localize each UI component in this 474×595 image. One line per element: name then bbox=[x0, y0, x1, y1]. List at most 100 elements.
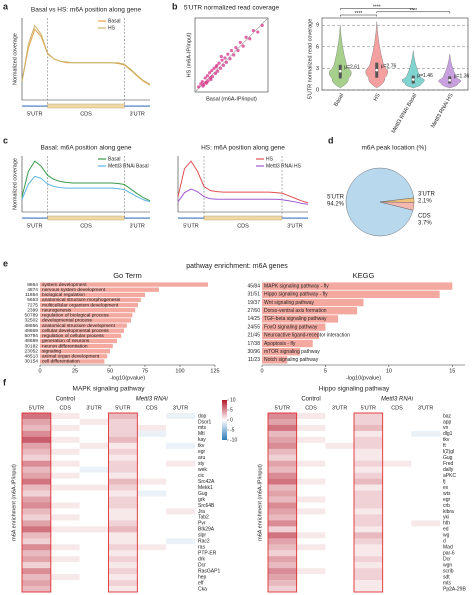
heat-cell bbox=[411, 580, 441, 587]
heat-cell bbox=[79, 484, 109, 491]
heat-cell bbox=[296, 502, 326, 509]
heat-cell bbox=[325, 508, 355, 515]
row-label: aPKC bbox=[443, 473, 456, 479]
heat-cell bbox=[325, 502, 355, 509]
heat-cell bbox=[108, 472, 138, 479]
heat-cell bbox=[354, 490, 383, 497]
heat-cell bbox=[22, 466, 52, 473]
x-tick-label: 10 bbox=[386, 368, 392, 374]
heat-cell bbox=[79, 490, 109, 497]
heat-cell bbox=[411, 520, 441, 527]
group-label: Control bbox=[56, 397, 75, 403]
heat-cell bbox=[296, 478, 326, 485]
row-label: RasGAP1 bbox=[198, 568, 220, 574]
heat-cell bbox=[354, 430, 383, 438]
row-label: Fred bbox=[443, 461, 454, 467]
heat-cell bbox=[50, 418, 80, 426]
heat-cell bbox=[108, 454, 138, 461]
heat-cell bbox=[166, 478, 196, 485]
point bbox=[244, 35, 248, 39]
slice-value: 3.7% bbox=[418, 221, 432, 227]
median bbox=[375, 68, 379, 72]
heat-cell bbox=[268, 448, 297, 455]
colorbar-tick-label: 5 bbox=[230, 407, 233, 413]
region-label: 3'UTR bbox=[129, 111, 144, 117]
row-label: sdt bbox=[443, 574, 450, 580]
heat-cell bbox=[137, 484, 167, 491]
point bbox=[201, 84, 205, 88]
heat-cell bbox=[22, 448, 52, 455]
heat-cell bbox=[325, 460, 355, 467]
region-label: 5'UTR bbox=[27, 223, 42, 229]
column-label: CDS bbox=[305, 405, 317, 411]
heat-cell bbox=[79, 580, 109, 587]
heat-cell bbox=[22, 526, 52, 533]
heat-cell bbox=[166, 424, 196, 432]
heat-cell bbox=[22, 496, 52, 503]
column-label: CDS bbox=[146, 405, 158, 411]
heat-cell bbox=[411, 502, 441, 509]
heat-cell bbox=[50, 502, 80, 509]
row-label: slpr bbox=[198, 533, 206, 539]
heat-cell bbox=[268, 556, 297, 563]
row-id: 5653 bbox=[27, 297, 38, 303]
row-id: 48699 bbox=[24, 338, 38, 344]
legend-label: Basal bbox=[108, 18, 121, 24]
category-label: cellular developmental process bbox=[42, 328, 109, 334]
bar bbox=[40, 349, 110, 354]
heat-cell bbox=[22, 532, 52, 539]
heat-cell bbox=[325, 550, 355, 557]
category-label: Notch signaling pathway bbox=[264, 357, 319, 363]
heat-cell bbox=[108, 484, 138, 491]
gene-region bbox=[124, 105, 150, 107]
heat-cell bbox=[50, 442, 80, 449]
category-label: mTOR signaling pathway bbox=[264, 349, 320, 355]
row-label: dally bbox=[443, 467, 454, 473]
heat-cell bbox=[411, 466, 441, 473]
heat-cell bbox=[50, 466, 80, 473]
row-id: 7275 bbox=[27, 302, 38, 308]
row-id: 17/38 bbox=[247, 341, 260, 347]
heat-cell bbox=[166, 484, 196, 491]
chart-title: Hippo signaling pathway bbox=[319, 386, 390, 393]
heat-cell bbox=[108, 556, 138, 563]
row-id: 50794 bbox=[24, 333, 38, 339]
row-id: 21/45 bbox=[247, 333, 260, 339]
x-tick-label: HS bbox=[373, 92, 382, 102]
heat-cell bbox=[268, 538, 297, 545]
heat-cell bbox=[354, 484, 383, 491]
heat-cell bbox=[137, 430, 167, 438]
heat-cell bbox=[166, 413, 196, 420]
heat-cell bbox=[108, 502, 138, 509]
heat-cell bbox=[354, 502, 383, 509]
heat-cell bbox=[382, 466, 412, 473]
region-label: 3'UTR bbox=[129, 223, 144, 229]
heat-cell bbox=[79, 502, 109, 509]
heat-cell bbox=[382, 586, 412, 593]
heat-cell bbox=[325, 413, 355, 420]
heat-cell bbox=[354, 508, 383, 515]
heat-cell bbox=[137, 413, 167, 420]
heat-cell bbox=[166, 538, 196, 545]
row-label: Btk29A bbox=[198, 527, 215, 533]
slice-label: 5'UTR bbox=[327, 195, 344, 201]
heat-cell bbox=[296, 538, 326, 545]
heat-cell bbox=[108, 514, 138, 521]
violin bbox=[328, 25, 352, 89]
heat-cell bbox=[325, 586, 355, 593]
bar bbox=[40, 308, 136, 313]
heat-cell bbox=[325, 556, 355, 563]
legend-label: HS bbox=[266, 156, 274, 162]
row-label: yki bbox=[443, 515, 449, 521]
heat-cell bbox=[354, 562, 383, 569]
heat-cell bbox=[268, 413, 297, 420]
panel-label: f bbox=[3, 377, 7, 387]
heat-cell bbox=[354, 466, 383, 473]
heat-cell bbox=[296, 484, 326, 491]
axis bbox=[21, 18, 150, 101]
heat-cell bbox=[79, 520, 109, 527]
row-label: Src42A bbox=[198, 479, 215, 485]
region-label: 5'UTR bbox=[27, 111, 42, 117]
heat-cell bbox=[325, 574, 355, 581]
heat-cell bbox=[50, 472, 80, 479]
